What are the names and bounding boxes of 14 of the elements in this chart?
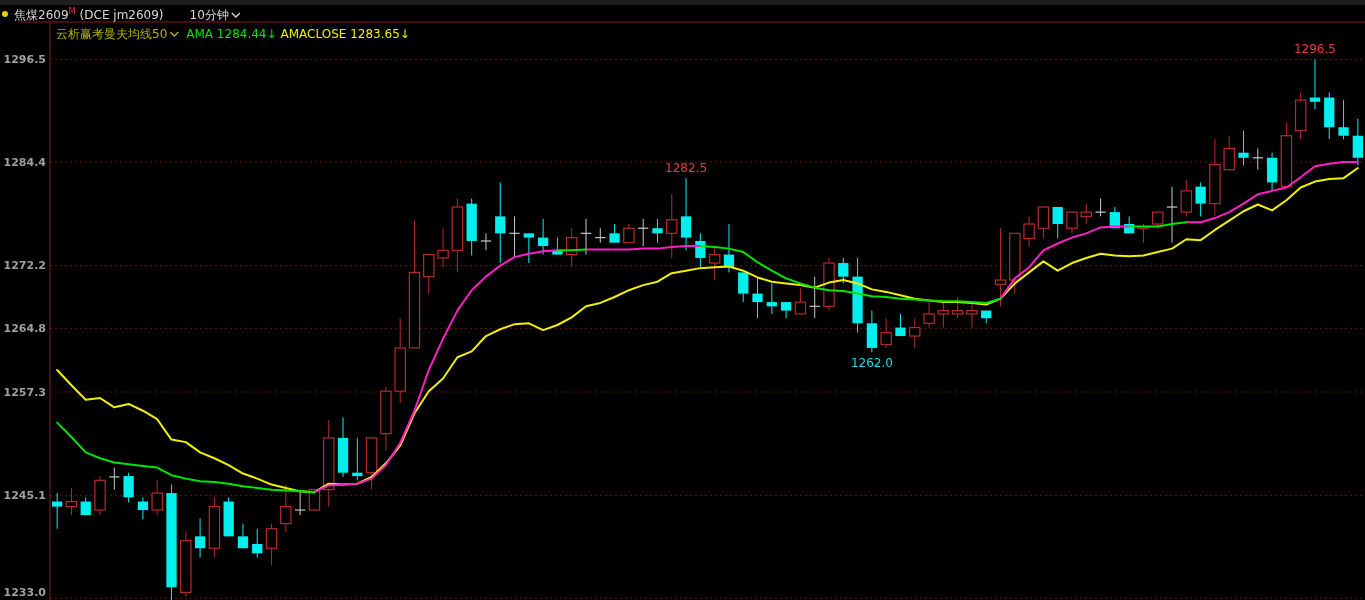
annotation: 1262.0 — [850, 356, 893, 371]
legend-title: 云析赢考曼夫均线50 — [56, 27, 168, 41]
y-tick-label: 1245.1 — [3, 489, 46, 503]
y-tick-label: 1272.2 — [3, 259, 46, 273]
y-tick-label: 1296.5 — [3, 52, 46, 66]
y-tick-label: 1264.8 — [3, 321, 46, 335]
y-tick-label: 1257.3 — [3, 385, 46, 399]
annotation: 1282.5 — [665, 161, 708, 176]
chart-subtitle: 10分钟 — [189, 8, 229, 22]
annotation: 1296.5 — [1293, 42, 1336, 57]
chart-title: 焦煤2609$^{M}$ (DCE jm2609) — [14, 6, 164, 22]
y-tick-label: 1284.4 — [3, 155, 47, 169]
legend: 云析赢考曼夫均线50 AMA 1284.44↓ AMACLOSE 1283.65↓ — [56, 27, 410, 41]
y-tick-label: 1233.0 — [3, 585, 47, 599]
